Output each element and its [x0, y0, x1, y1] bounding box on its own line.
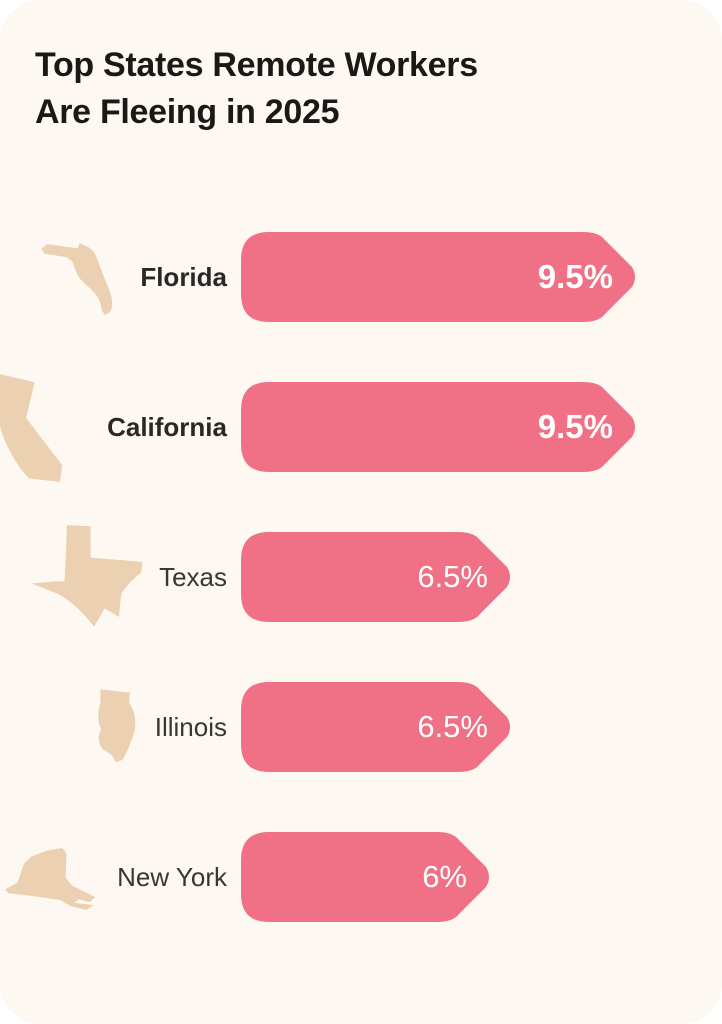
chart-title-line-1: Top States Remote Workers — [35, 46, 478, 84]
state-label: Florida — [140, 261, 227, 292]
chart-title-line-2: Are Fleeing in 2025 — [35, 93, 340, 131]
state-row: California 9.5% — [0, 352, 722, 502]
value-bar: 9.5% — [241, 382, 639, 472]
bar-value-label: 9.5% — [537, 258, 613, 295]
state-row: Texas 6.5% — [0, 502, 722, 652]
florida-state-icon — [39, 238, 127, 316]
state-row: Illinois 6.5% — [0, 652, 722, 802]
bar-value-label: 6.5% — [417, 709, 488, 744]
bar-chart: Florida 9.5% California 9.5% Texas 6.5% Illino… — [0, 202, 722, 952]
new-york-state-icon — [0, 840, 104, 914]
row-left-section: Florida — [0, 238, 227, 316]
value-bar: 6% — [241, 832, 493, 922]
state-row: New York 6% — [0, 802, 722, 952]
state-label: Texas — [159, 561, 227, 592]
california-state-icon — [0, 371, 94, 483]
state-label: New York — [117, 861, 227, 892]
texas-state-icon — [28, 523, 146, 631]
value-bar: 9.5% — [241, 232, 639, 322]
state-row: Florida 9.5% — [0, 202, 722, 352]
state-label: Illinois — [154, 711, 227, 742]
row-left-section: New York — [0, 840, 227, 914]
value-bar: 6.5% — [241, 682, 514, 772]
chart-title: Top States Remote Workers Are Fleeing in… — [35, 42, 478, 136]
state-label: California — [107, 411, 227, 442]
value-bar: 6.5% — [241, 532, 514, 622]
bar-value-label: 9.5% — [537, 408, 613, 445]
illinois-state-icon — [90, 687, 142, 767]
row-left-section: Texas — [0, 523, 227, 631]
bar-value-label: 6% — [422, 859, 467, 894]
row-left-section: Illinois — [0, 687, 227, 767]
row-left-section: California — [0, 371, 227, 483]
bar-value-label: 6.5% — [417, 559, 488, 594]
